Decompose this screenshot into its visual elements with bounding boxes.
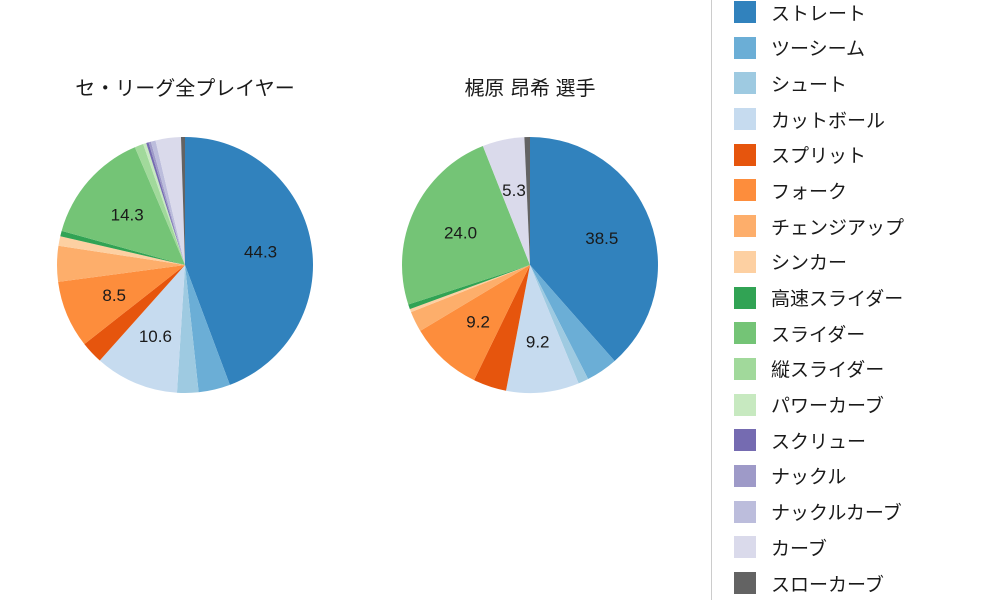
legend-label: スローカーブ (771, 574, 884, 596)
legend-swatch (734, 215, 756, 238)
pie-slice (60, 230, 185, 265)
pie-slice-label: 8.5 (102, 286, 126, 305)
pie-slice-label: 5.3 (502, 181, 526, 200)
legend-item: ツーシーム (734, 36, 1000, 61)
legend-label: 高速スライダー (771, 289, 904, 310)
legend-swatch (734, 572, 756, 594)
legend-item: ナックル (734, 464, 1000, 489)
pie-slice (84, 265, 185, 361)
legend-label: フォーク (771, 181, 848, 203)
legend-item: カーブ (734, 536, 1000, 560)
pie-slice (409, 265, 530, 313)
chart-title-right: 梶原 昂希 選手 (464, 78, 596, 100)
pie-slice (185, 265, 230, 393)
pie-slice (148, 141, 185, 265)
pie-chart-right: 38.5 9.2 9.2 24.0 5.3 (401, 136, 658, 393)
legend-label: ナックル (771, 467, 847, 489)
legend-swatch (734, 429, 756, 452)
legend-swatch (734, 536, 756, 559)
legend-swatch (734, 72, 756, 95)
legend-swatch (734, 464, 756, 487)
pie-slice (506, 265, 579, 393)
pie-slice (185, 137, 314, 385)
legend-swatch (734, 179, 756, 202)
legend-item: チェンジアップ (734, 215, 1000, 239)
legend-label: スライダー (771, 324, 866, 346)
legend-item: カットボール (734, 108, 1000, 132)
pie-slice (530, 137, 658, 362)
pie-slice (134, 144, 185, 265)
pie-slice (146, 142, 185, 265)
pie-slice (420, 265, 530, 381)
legend-item: パワーカーブ (734, 393, 1000, 418)
legend-swatch (734, 322, 756, 345)
legend-item: シンカー (734, 250, 1000, 275)
pie-slice-label: 9.2 (466, 313, 490, 332)
legend-item: スローカーブ (734, 572, 1000, 596)
legend-swatch (734, 143, 756, 166)
legend-swatch (734, 393, 756, 416)
pie-slice (401, 145, 530, 305)
legend-label: ナックルカーブ (771, 503, 902, 525)
legend-item: スプリット (734, 143, 1000, 168)
legend-items: ストレートツーシームシュートカットボール スプリットフォークチェンジアップ シンカー… (734, 1, 1000, 596)
legend-label: カットボール (771, 110, 886, 132)
legend-label: ツーシーム (771, 39, 866, 61)
legend-item: シュート (734, 72, 1000, 96)
pie-slice-label: 44.3 (244, 242, 277, 261)
pie-slice (155, 137, 185, 265)
pie-slice (176, 265, 199, 394)
legend-label: チェンジアップ (771, 217, 905, 239)
chart-title-left: セ・リーグ全プレイヤー (75, 78, 295, 100)
pie-slice-label: 24.0 (444, 223, 477, 242)
pie-slice (58, 236, 186, 265)
legend-label: 縦スライダー (771, 360, 885, 382)
pie-slice (408, 265, 530, 310)
legend: ストレートツーシームシュートカットボール スプリットフォークチェンジアップ シンカー… (711, 0, 1000, 600)
legend-item: スクリュー (734, 429, 1000, 453)
pie-slice-label: 10.6 (139, 327, 172, 346)
legend-label: シュート (771, 74, 848, 96)
legend-label: スクリュー (771, 431, 867, 453)
legend-swatch (734, 500, 756, 523)
pie-slice (56, 245, 185, 282)
legend-label: スプリット (771, 146, 867, 168)
legend-label: ストレート (771, 3, 867, 25)
legend-swatch (734, 250, 756, 273)
legend-item: ナックルカーブ (734, 500, 1000, 525)
legend-swatch (734, 108, 756, 131)
pie-slice (143, 143, 185, 265)
legend-swatch (734, 36, 756, 59)
pie-slice (180, 136, 185, 265)
pie-slice (410, 265, 530, 331)
legend-item: スライダー (734, 322, 1000, 346)
legend-swatch (734, 1, 756, 23)
pie-slice (61, 147, 185, 265)
legend-item: ストレート (734, 1, 1000, 25)
pie-slice (474, 265, 530, 391)
pie-slice (530, 265, 615, 380)
legend-label: シンカー (771, 253, 848, 275)
pie-slice (150, 140, 185, 265)
pie-slice (482, 137, 530, 265)
pie-chart-left: 44.3 10.6 8.5 14.3 (56, 136, 314, 394)
legend-label: パワーカーブ (771, 396, 884, 418)
pie-slice-label: 9.2 (526, 332, 550, 351)
pie-slice (524, 136, 530, 265)
pie-slice (99, 265, 185, 393)
pie-slice-label: 14.3 (111, 205, 144, 224)
legend-swatch (734, 286, 756, 309)
pie-slice (530, 265, 589, 384)
legend-label: カーブ (771, 538, 827, 560)
legend-item: フォーク (734, 179, 1000, 203)
legend-item: 縦スライダー (734, 357, 1000, 382)
legend-swatch (734, 357, 756, 380)
pie-slice-label: 38.5 (585, 229, 618, 248)
legend-item: 高速スライダー (734, 286, 1000, 310)
pie-slice (58, 265, 185, 345)
